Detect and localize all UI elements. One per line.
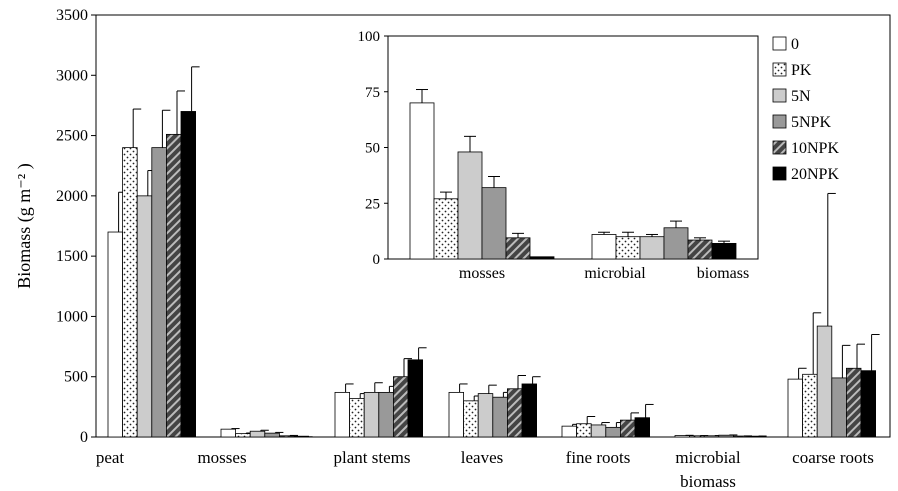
x-category-label: mosses [197,448,246,467]
inset-bar-mosses-5n [457,151,483,260]
inset-bar-microbial-biomass-pk [615,236,641,260]
bar-coarse-roots-5n [816,325,833,438]
bar-leaves-5n [477,393,494,438]
legend-swatch-10npk [772,140,787,155]
bar-fine-roots-5n [590,424,607,438]
legend-swatch-5n [772,88,787,103]
legend-label-0: 0 [791,36,799,53]
bar-plant-stems-5n [363,391,380,438]
inset-category-label: biomass [697,265,749,282]
inset-bar-mosses-20npk [529,256,555,260]
legend-label-20npk: 20NPK [791,166,839,183]
bar-peat-5npk [151,147,167,438]
inset-y-tick-label: 50 [365,141,380,157]
bar-coarse-roots-pk [802,373,818,438]
inset-category-label: mosses [459,265,505,282]
bar-mosses-5n [249,430,266,438]
bar-coarse-roots-10npk [846,367,862,438]
y-tick-label: 500 [64,369,88,386]
x-category-label: coarse roots [792,448,874,467]
bar-peat-10npk [165,133,182,438]
y-tick-label: 1000 [56,308,88,325]
bar-coarse-roots-5npk [831,377,847,438]
bar-plant-stems-0 [334,391,351,438]
inset-bar-mosses-0 [409,102,435,260]
bar-mosses-pk [235,433,251,438]
inset-bar-microbial-biomass-10npk [687,239,713,260]
bar-microbial-biomass-5npk [718,434,734,438]
x-category-label: fine roots [566,448,631,467]
bar-plant-stems-5npk [378,391,394,438]
bar-plant-stems-pk [349,398,365,438]
bar-leaves-pk [463,400,479,438]
x-category-label: biomass [680,472,736,491]
legend-label-10npk: 10NPK [791,140,839,157]
y-tick-label: 3500 [56,7,88,24]
bar-mosses-0 [220,428,237,438]
y-tick-label: 2000 [56,188,88,205]
legend-label-5n: 5N [791,88,811,105]
legend-swatch-20npk [772,166,787,181]
inset-y-tick-label: 25 [365,196,380,212]
inset-bar-microbial-biomass-20npk [711,242,737,260]
bar-microbial-biomass-20npk [747,435,764,438]
legend-label-pk: PK [791,62,812,79]
inset-bar-microbial-biomass-0 [591,234,617,260]
legend: 0 PK 5N 5NPK 10NPK 20NPK [772,36,839,183]
bar-coarse-roots-0 [787,378,804,438]
y-tick-label: 0 [80,429,88,446]
inset-category-label: microbial [584,265,646,282]
bar-coarse-roots-20npk [860,370,877,438]
legend-label-5npk: 5NPK [791,114,831,131]
legend-swatch-5npk [772,114,787,129]
inset-bar-mosses-5npk [481,187,507,260]
bar-leaves-20npk [521,383,538,438]
inset-bar-mosses-10npk [505,237,531,260]
bar-leaves-5npk [492,396,508,438]
bar-fine-roots-10npk [620,419,636,438]
inset-bar-mosses-pk [433,198,459,260]
bar-mosses-10npk [278,435,295,438]
bar-fine-roots-5npk [605,426,621,438]
bar-fine-roots-20npk [634,417,651,438]
bar-peat-pk [122,147,138,438]
bar-plant-stems-10npk [392,376,409,438]
inset-y-tick-label: 0 [373,252,381,268]
legend-swatch-0 [772,36,787,51]
y-tick-label: 1500 [56,248,88,265]
bar-peat-5n [136,195,153,438]
legend-swatch-pk [772,62,787,77]
x-category-label: microbial [675,448,740,467]
x-category-label: peat [96,448,125,467]
inset-bar-microbial-biomass-5n [639,236,665,260]
inset-y-tick-label: 75 [365,85,380,101]
x-category-label: leaves [461,448,503,467]
bar-leaves-0 [448,391,465,438]
bar-mosses-5npk [264,432,280,438]
bar-leaves-10npk [506,388,523,438]
inset-y-tick-label: 100 [358,29,381,45]
x-category-label: plant stems [334,448,411,467]
bar-fine-roots-pk [576,423,592,438]
y-tick-label: 2500 [56,128,88,145]
bar-peat-0 [107,231,124,438]
inset-bar-microbial-biomass-5npk [663,227,689,260]
y-tick-label: 3000 [56,67,88,84]
bar-plant-stems-20npk [407,359,424,438]
y-axis-label: Biomass (g m⁻² ) [14,163,35,288]
bar-peat-20npk [180,111,197,438]
bar-fine-roots-0 [561,425,578,438]
